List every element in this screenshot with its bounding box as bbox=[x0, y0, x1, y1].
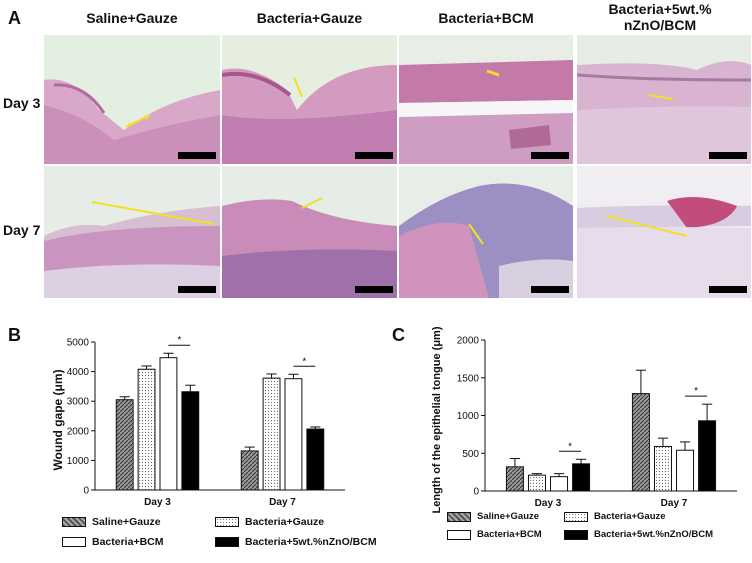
legend-c-saline-gauze: Saline+Gauze bbox=[447, 511, 539, 522]
column-header-bacteria-gauze: Bacteria+Gauze bbox=[256, 10, 363, 26]
legend-swatch-gauze bbox=[215, 517, 239, 527]
legend-c: Saline+Gauze Bacteria+Gauze Bacteria+BCM… bbox=[376, 505, 752, 555]
legend-b-bacteria-nzno: Bacteria+5wt.%nZnO/BCM bbox=[215, 536, 377, 548]
legend-c-label-gauze: Bacteria+Gauze bbox=[594, 511, 666, 522]
chart-b-bar bbox=[137, 368, 156, 491]
chart-b-bar bbox=[159, 357, 178, 491]
chart-c-bar bbox=[572, 463, 591, 492]
micrograph-day3-bacteria-gauze bbox=[222, 35, 397, 164]
legend-c-label-bcm: Bacteria+BCM bbox=[477, 529, 542, 540]
legend-b-label-gauze: Bacteria+Gauze bbox=[245, 516, 325, 528]
chart-b-bar bbox=[306, 428, 325, 491]
legend-b: Saline+Gauze Bacteria+Gauze Bacteria+BCM… bbox=[0, 510, 377, 560]
chart-c-ylabel: Length of the epithelial tongue (μm) bbox=[431, 326, 443, 513]
chart-c-svg: Length of the epithelial tongue (μm) 0 50… bbox=[431, 326, 737, 514]
chart-c-bar bbox=[631, 393, 650, 492]
micrograph-day3-bacteria-bcm bbox=[399, 35, 573, 164]
chart-c-bar bbox=[550, 476, 569, 492]
chart-c-bar bbox=[698, 420, 717, 492]
chart-c-significance-mark: * bbox=[568, 441, 572, 452]
row-header-day7: Day 7 bbox=[3, 222, 41, 238]
micrograph-day7-bacteria-bcm bbox=[399, 166, 573, 298]
chart-b-bar bbox=[240, 450, 259, 491]
micrograph-day3-bacteria-nzno-bcm bbox=[577, 35, 751, 164]
micrograph-day7-bacteria-gauze bbox=[222, 166, 397, 298]
panel-label-a: A bbox=[8, 8, 21, 28]
legend-b-label-nzno: Bacteria+5wt.%nZnO/BCM bbox=[245, 536, 377, 548]
chart-b-ytick-label: 4000 bbox=[67, 367, 90, 378]
legend-b-label-bcm: Bacteria+BCM bbox=[92, 536, 164, 548]
chart-b-ylabel: Wound gape (μm) bbox=[51, 369, 65, 470]
chart-c-ytick-label: 1500 bbox=[457, 373, 480, 384]
chart-b-xtick-label: Day 7 bbox=[269, 497, 296, 508]
legend-swatch-saline bbox=[447, 511, 471, 522]
legend-c-bacteria-gauze: Bacteria+Gauze bbox=[564, 511, 666, 522]
chart-b-bar bbox=[181, 391, 200, 491]
column-header-saline-gauze: Saline+Gauze bbox=[86, 10, 178, 26]
chart-b-ytick-label: 1000 bbox=[67, 456, 90, 467]
legend-c-label-saline: Saline+Gauze bbox=[477, 511, 540, 522]
micrograph-day7-saline-gauze bbox=[44, 166, 220, 298]
legend-b-saline-gauze: Saline+Gauze bbox=[62, 516, 161, 528]
legend-swatch-bcm bbox=[447, 529, 471, 540]
legend-swatch-gauze bbox=[564, 511, 588, 522]
panel-label-c: C bbox=[392, 325, 405, 345]
chart-c-ytick-label: 1000 bbox=[457, 411, 480, 422]
chart-b-bar bbox=[115, 399, 134, 491]
legend-b-label-saline: Saline+Gauze bbox=[92, 516, 161, 528]
chart-b-bar bbox=[262, 377, 281, 491]
legend-c-bacteria-bcm: Bacteria+BCM bbox=[447, 529, 542, 540]
chart-b-ytick-label: 2000 bbox=[67, 426, 90, 437]
panel-label-b: B bbox=[8, 325, 21, 345]
chart-b-significance-mark: * bbox=[302, 356, 306, 367]
micrograph-day3-saline-gauze bbox=[44, 35, 220, 164]
micrograph-day7-bacteria-nzno-bcm bbox=[577, 166, 751, 298]
chart-b-svg: Wound gape (μm) 0 1000 2000 3000 4000 5000 Day… bbox=[51, 335, 345, 508]
legend-b-bacteria-bcm: Bacteria+BCM bbox=[62, 536, 164, 548]
chart-c-bar bbox=[527, 474, 546, 492]
chart-b-ytick-label: 3000 bbox=[67, 397, 90, 408]
chart-b-xtick-label: Day 3 bbox=[144, 497, 171, 508]
legend-swatch-nzno bbox=[215, 537, 239, 547]
chart-b-ytick-label: 0 bbox=[83, 486, 89, 497]
chart-c-bar bbox=[653, 445, 672, 492]
chart-b-bar bbox=[284, 378, 303, 491]
row-header-day3: Day 3 bbox=[3, 95, 41, 111]
legend-swatch-bcm bbox=[62, 537, 86, 547]
chart-b: Wound gape (μm) 0 1000 2000 3000 4000 5000 Day… bbox=[0, 320, 376, 508]
column-header-bacteria-nzno-bcm: Bacteria+5wt.% nZnO/BCM bbox=[608, 1, 712, 33]
chart-c-significance-mark: * bbox=[694, 386, 698, 397]
legend-swatch-nzno bbox=[564, 529, 588, 540]
chart-c-bar bbox=[505, 466, 524, 492]
chart-c: Length of the epithelial tongue (μm) 0 50… bbox=[376, 320, 752, 520]
column-header-bacteria-bcm: Bacteria+BCM bbox=[438, 10, 534, 26]
chart-c-xtick-label: Day 3 bbox=[535, 498, 562, 509]
chart-c-ytick-label: 500 bbox=[462, 449, 479, 460]
chart-c-bar bbox=[676, 449, 695, 492]
chart-b-ytick-label: 5000 bbox=[67, 338, 90, 349]
legend-c-bacteria-nzno: Bacteria+5wt.%nZnO/BCM bbox=[564, 529, 713, 540]
chart-c-ytick-label: 2000 bbox=[457, 336, 480, 347]
chart-b-significance-mark: * bbox=[177, 335, 181, 346]
legend-swatch-saline bbox=[62, 517, 86, 527]
legend-c-label-nzno: Bacteria+5wt.%nZnO/BCM bbox=[594, 529, 714, 540]
chart-c-ytick-label: 0 bbox=[473, 487, 479, 498]
chart-c-xtick-label: Day 7 bbox=[661, 498, 688, 509]
legend-b-bacteria-gauze: Bacteria+Gauze bbox=[215, 516, 324, 528]
